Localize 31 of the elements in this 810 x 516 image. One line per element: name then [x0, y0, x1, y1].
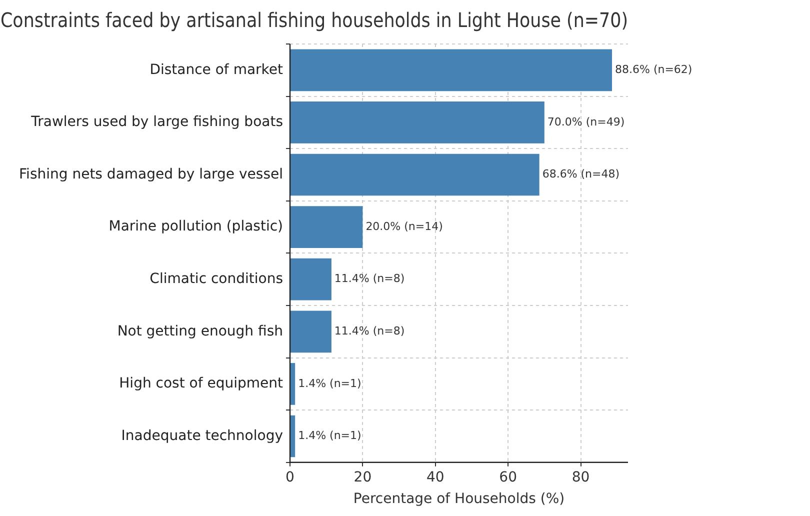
x-axis-title: Percentage of Households (%)	[353, 491, 565, 508]
y-tick-label: Trawlers used by large fishing boats	[30, 114, 283, 130]
data-label: 11.4% (n=8)	[334, 324, 405, 338]
data-label: 20.0% (n=14)	[366, 220, 443, 233]
x-tick-label: 80	[572, 469, 590, 486]
bar	[290, 415, 296, 458]
chart-title: Constraints faced by artisanal fishing households in Light House (n=70)	[0, 10, 628, 33]
y-tick-label: Distance of market	[150, 62, 284, 78]
data-label: 1.4% (n=1)	[298, 429, 362, 442]
y-tick-label: Fishing nets damaged by large vessel	[19, 166, 283, 182]
y-tick-label: Inadequate technology	[121, 428, 283, 444]
y-tick-label: Climatic conditions	[150, 270, 283, 287]
data-label: 88.6% (n=62)	[615, 63, 692, 76]
x-tick-label: 40	[426, 469, 444, 486]
data-label: 70.0% (n=49)	[547, 115, 625, 128]
data-label: 1.4% (n=1)	[298, 376, 362, 390]
x-tick-label: 0	[286, 469, 294, 486]
y-tick-label: Not getting enough fish	[117, 323, 283, 340]
bar	[290, 310, 332, 353]
y-tick-label: High cost of equipment	[119, 376, 284, 392]
bar	[290, 49, 612, 92]
x-tick-label: 60	[499, 469, 517, 486]
bar	[290, 206, 363, 248]
bar	[290, 154, 540, 196]
data-label: 68.6% (n=48)	[542, 168, 620, 181]
y-tick-label: Marine pollution (plastic)	[108, 218, 283, 235]
x-tick-label: 20	[354, 469, 372, 486]
bar	[290, 258, 332, 300]
data-label: 11.4% (n=8)	[334, 272, 405, 286]
bar	[290, 102, 544, 144]
bar	[290, 363, 296, 405]
